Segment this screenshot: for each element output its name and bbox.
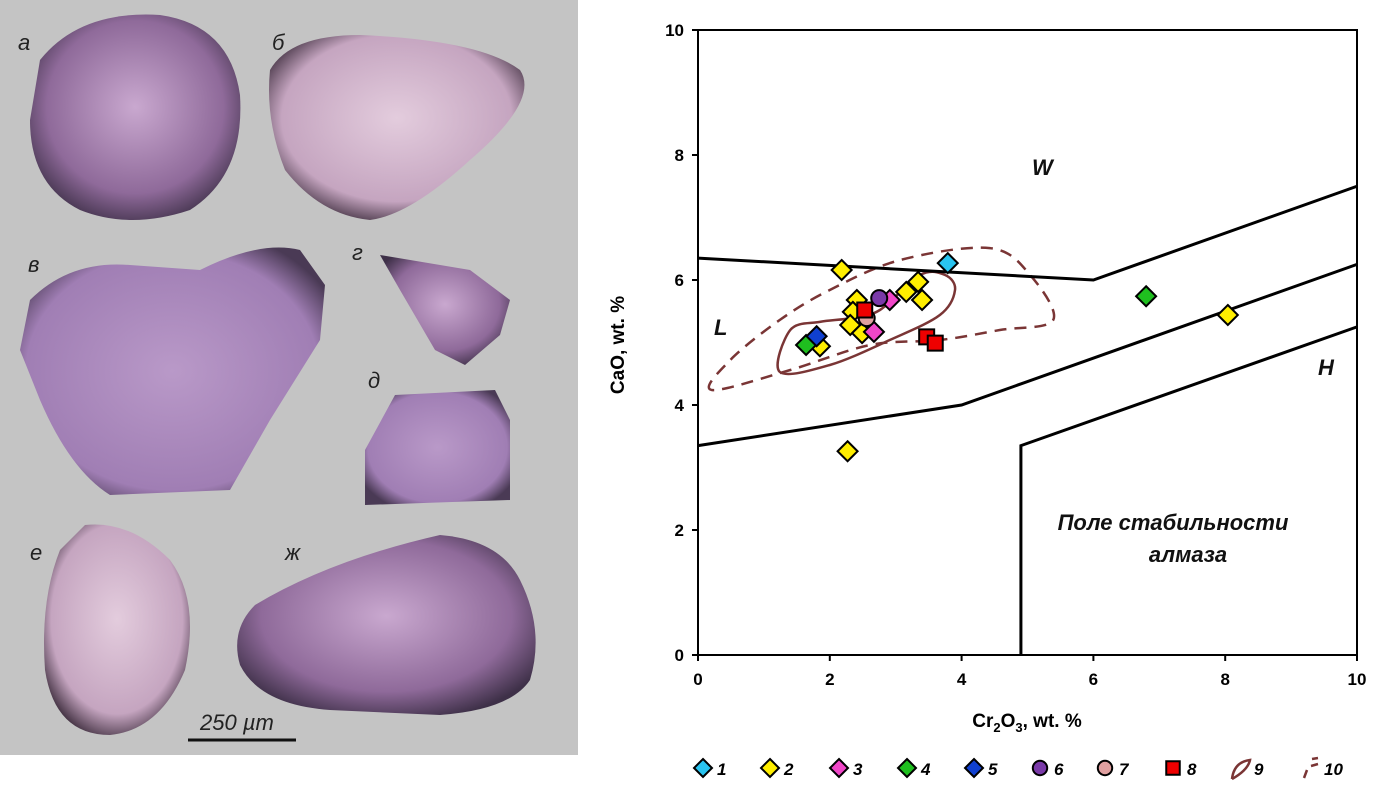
point-series-2 bbox=[910, 288, 934, 312]
scale-bar-label: 250 µm bbox=[199, 710, 274, 735]
point-series-1 bbox=[936, 251, 960, 275]
x-tick-label: 10 bbox=[1348, 670, 1367, 689]
label-v: в bbox=[28, 252, 39, 277]
label-zh: ж bbox=[284, 540, 301, 565]
legend-marker-3 bbox=[828, 757, 850, 779]
legend-label-5: 5 bbox=[988, 760, 998, 779]
point-series-8 bbox=[856, 301, 874, 319]
field-boundary-3 bbox=[1019, 325, 1358, 655]
legend-label-4: 4 bbox=[920, 760, 931, 779]
grain-v bbox=[20, 247, 325, 495]
field-label-l: L bbox=[714, 315, 727, 340]
point-series-3 bbox=[862, 320, 886, 344]
point-series-2 bbox=[906, 270, 930, 294]
legend-marker-1 bbox=[692, 757, 714, 779]
x-tick-label: 2 bbox=[825, 670, 834, 689]
legend-label-1: 1 bbox=[717, 760, 726, 779]
legend-label-8: 8 bbox=[1187, 760, 1197, 779]
legend: 1 2 3 4 5 6 7 8 9 10 bbox=[692, 756, 1343, 781]
legend-label-6: 6 bbox=[1054, 760, 1064, 779]
grain-e bbox=[44, 524, 190, 735]
legend-marker-6 bbox=[1031, 759, 1049, 777]
grain-a bbox=[30, 14, 241, 220]
label-b: б bbox=[272, 30, 286, 55]
legend-marker-8 bbox=[1165, 760, 1181, 776]
label-d: д bbox=[368, 368, 380, 393]
field-label-w: W bbox=[1032, 155, 1055, 180]
point-series-2 bbox=[830, 258, 854, 282]
y-tick-label: 0 bbox=[675, 646, 684, 665]
legend-label-3: 3 bbox=[853, 760, 863, 779]
y-tick-label: 4 bbox=[675, 396, 685, 415]
x-tick-label: 0 bbox=[693, 670, 702, 689]
field-boundary-2 bbox=[697, 262, 1358, 448]
legend-contour-10-icon bbox=[1302, 756, 1319, 779]
x-tick-label: 6 bbox=[1089, 670, 1098, 689]
label-g: г bbox=[352, 240, 363, 265]
legend-marker-2 bbox=[759, 757, 781, 779]
point-series-2 bbox=[1216, 303, 1240, 327]
y-tick-label: 6 bbox=[675, 271, 684, 290]
grain-g bbox=[380, 255, 510, 365]
legend-label-7: 7 bbox=[1119, 760, 1130, 779]
point-series-8 bbox=[926, 334, 944, 352]
label-a: а bbox=[18, 30, 30, 55]
y-axis-label: CaO, wt. % bbox=[608, 296, 629, 394]
point-series-2 bbox=[836, 439, 860, 463]
legend-marker-7 bbox=[1096, 759, 1114, 777]
point-series-4 bbox=[1134, 284, 1158, 308]
point-series-2 bbox=[894, 280, 918, 304]
contour-10-dashed bbox=[707, 246, 1056, 392]
point-series-5 bbox=[805, 324, 829, 348]
legend-contour-9-icon bbox=[1230, 758, 1252, 781]
x-axis-label: Cr2O3, wt. % bbox=[972, 711, 1082, 735]
diamond-field-label-1: Поле стабильности bbox=[1058, 510, 1289, 535]
legend-marker-4 bbox=[896, 757, 918, 779]
garnet-photos: а б в г д е ж 250 µm bbox=[18, 14, 536, 742]
y-tick-label: 2 bbox=[675, 521, 684, 540]
x-tick-label: 4 bbox=[957, 670, 967, 689]
grain-d bbox=[365, 390, 510, 505]
grain-zh bbox=[237, 535, 536, 715]
legend-label-2: 2 bbox=[783, 760, 794, 779]
y-tick-label: 10 bbox=[665, 21, 684, 40]
legend-marker-5 bbox=[963, 757, 985, 779]
x-tick-label: 8 bbox=[1220, 670, 1229, 689]
y-tick-label: 8 bbox=[675, 146, 684, 165]
plot-frame bbox=[697, 29, 1358, 656]
point-series-6 bbox=[870, 289, 889, 308]
label-e: е bbox=[30, 540, 42, 565]
field-label-h: H bbox=[1318, 355, 1335, 380]
garnet-photos-panel: а б в г д е ж 250 µm bbox=[0, 0, 578, 755]
diamond-field-label-2: алмаза bbox=[1149, 542, 1227, 567]
grain-b bbox=[269, 35, 525, 220]
legend-label-10: 10 bbox=[1324, 760, 1343, 779]
legend-label-9: 9 bbox=[1254, 760, 1264, 779]
field-boundary-1 bbox=[697, 184, 1358, 282]
